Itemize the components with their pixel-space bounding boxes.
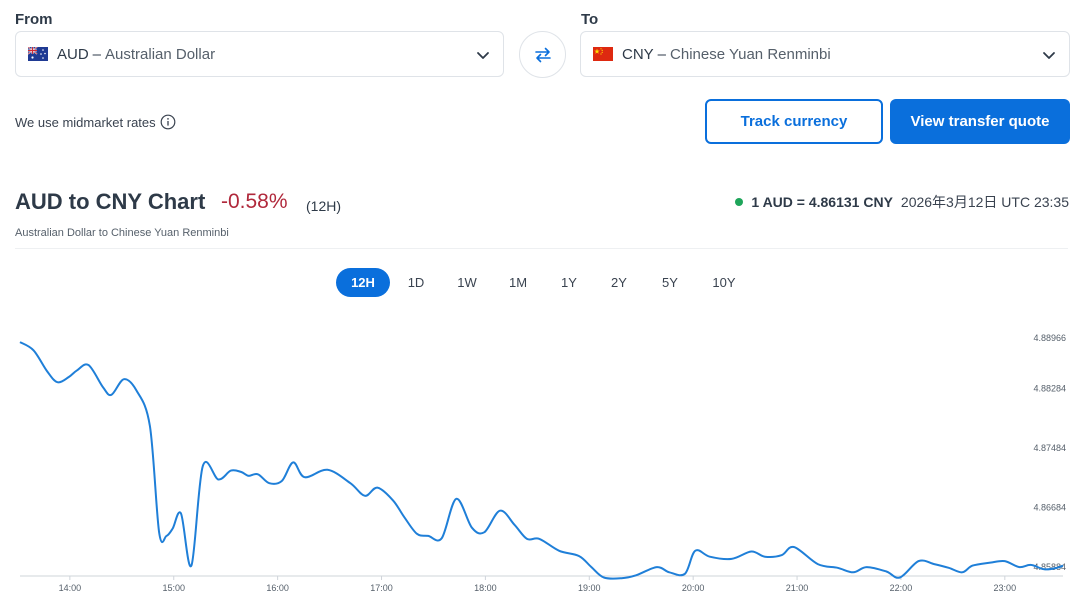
view-transfer-quote-button[interactable]: View transfer quote xyxy=(890,99,1070,144)
to-label: To xyxy=(581,11,599,28)
rate-value: 1 AUD = 4.86131 CNY xyxy=(751,194,893,210)
live-indicator-icon xyxy=(735,198,744,206)
range-tab-1w[interactable]: 1W xyxy=(457,275,477,290)
x-tick-label: 19:00 xyxy=(578,583,601,593)
from-label: From xyxy=(15,11,53,28)
range-tab-2y[interactable]: 2Y xyxy=(611,275,627,290)
from-currency-code: AUD xyxy=(57,45,89,63)
australia-flag-icon xyxy=(28,47,48,61)
x-tick-label: 20:00 xyxy=(682,583,705,593)
swap-arrows-icon xyxy=(534,47,551,62)
live-rate: 1 AUD = 4.86131 CNY 2026年3月12日 UTC 23:35 xyxy=(735,192,1069,212)
to-currency-select[interactable]: CNY – Chinese Yuan Renminbi xyxy=(580,31,1070,77)
to-currency-name: Chinese Yuan Renminbi xyxy=(670,45,831,63)
midmarket-note: We use midmarket rates xyxy=(15,114,176,130)
track-currency-button[interactable]: Track currency xyxy=(705,99,883,144)
x-tick-label: 22:00 xyxy=(890,583,913,593)
y-tick-label: 4.88966 xyxy=(1033,333,1066,343)
range-tab-12h[interactable]: 12H xyxy=(336,268,390,297)
x-tick-label: 15:00 xyxy=(162,583,185,593)
chart-subtitle: Australian Dollar to Chinese Yuan Renmin… xyxy=(15,227,229,239)
from-currency-name: Australian Dollar xyxy=(105,45,216,63)
series-line xyxy=(19,341,1064,580)
china-flag-icon xyxy=(593,47,613,61)
x-tick-label: 23:00 xyxy=(994,583,1017,593)
chart-change-percent: -0.58% xyxy=(221,190,288,213)
from-currency-select[interactable]: AUD – Australian Dollar xyxy=(15,31,504,77)
chevron-down-icon[interactable] xyxy=(475,47,491,63)
x-tick-label: 18:00 xyxy=(474,583,497,593)
info-icon[interactable] xyxy=(160,114,176,130)
range-tab-1m[interactable]: 1M xyxy=(508,275,528,290)
chart-title: AUD to CNY Chart xyxy=(15,189,206,214)
chart-period: (12H) xyxy=(306,198,342,214)
x-tick-label: 21:00 xyxy=(786,583,809,593)
x-tick-label: 14:00 xyxy=(59,583,82,593)
time-range-tabs: 12H 1D 1W 1M 1Y 2Y 5Y 10Y xyxy=(336,268,752,297)
midmarket-text: We use midmarket rates xyxy=(15,114,156,130)
range-tab-10y[interactable]: 10Y xyxy=(712,275,736,290)
rate-line-chart[interactable]: 4.88966 4.88284 4.87484 4.86684 4.85884 14:00… xyxy=(0,310,1080,604)
range-tab-1d[interactable]: 1D xyxy=(407,275,425,290)
y-tick-label: 4.88284 xyxy=(1033,384,1066,394)
swap-currencies-button[interactable] xyxy=(519,31,566,78)
divider xyxy=(15,248,1068,249)
range-tab-5y[interactable]: 5Y xyxy=(662,275,678,290)
y-tick-label: 4.87484 xyxy=(1033,443,1066,453)
to-currency-separator: – xyxy=(657,45,667,63)
x-tick-label: 16:00 xyxy=(266,583,289,593)
to-currency-code: CNY xyxy=(622,45,654,63)
y-tick-label: 4.86684 xyxy=(1033,502,1066,512)
chevron-down-icon[interactable] xyxy=(1041,47,1057,63)
x-tick-label: 17:00 xyxy=(370,583,393,593)
range-tab-1y[interactable]: 1Y xyxy=(561,275,577,290)
from-currency-separator: – xyxy=(92,45,102,63)
rate-timestamp: 2026年3月12日 UTC 23:35 xyxy=(900,194,1069,210)
y-tick-label: 4.85884 xyxy=(1033,562,1066,572)
